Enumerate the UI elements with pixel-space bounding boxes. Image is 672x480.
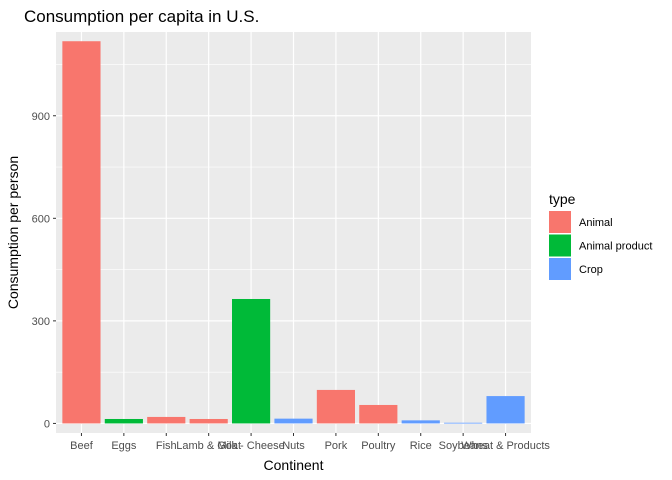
bar-7: [316, 389, 355, 424]
x-tick-label: Poultry: [361, 440, 396, 452]
x-tick-label: Wheat & Products: [461, 440, 550, 452]
x-tick-label: Soybeans: [439, 440, 488, 452]
bar-11: [486, 396, 525, 424]
x-tick-label: Fish: [156, 440, 177, 452]
y-axis-title: Consumption per person: [5, 156, 21, 309]
legend: type Animal Animal product Crop: [549, 191, 652, 280]
y-tick-label: 0: [44, 418, 50, 430]
bar-9: [401, 420, 440, 424]
bar-2: [104, 418, 143, 424]
legend-label: Animal product: [579, 241, 652, 253]
legend-label: Animal: [579, 217, 613, 229]
y-tick-label: 300: [32, 316, 50, 328]
x-tick-label: Eggs: [111, 440, 137, 452]
legend-key: [549, 234, 571, 257]
legend-label: Crop: [579, 264, 603, 276]
y-tick-label: 600: [32, 213, 50, 225]
legend-key: [549, 258, 571, 280]
bar-5: [232, 298, 271, 424]
legend-title: type: [549, 191, 576, 207]
bar-6: [274, 418, 313, 424]
bar-8: [359, 404, 398, 424]
y-tick-label: 900: [32, 111, 50, 123]
y-axis-ticks: 0 300 600 900: [32, 111, 56, 430]
x-tick-label: Rice: [410, 440, 432, 452]
x-tick-label: Pork: [325, 440, 348, 452]
x-tick-label: Milk - Cheese: [217, 440, 284, 452]
bars: [62, 41, 525, 424]
x-tick-label: Nuts: [282, 440, 305, 452]
chart-title: Consumption per capita in U.S.: [24, 7, 259, 26]
bar-3: [147, 416, 186, 424]
x-tick-label: Beef: [70, 440, 94, 452]
legend-key: [549, 211, 571, 233]
x-axis-title: Continent: [264, 457, 324, 473]
bar-4: [189, 418, 228, 424]
x-tick-label: Lamb & Goat: [176, 440, 241, 452]
bar-10: [444, 422, 483, 424]
bar-1: [62, 41, 101, 424]
